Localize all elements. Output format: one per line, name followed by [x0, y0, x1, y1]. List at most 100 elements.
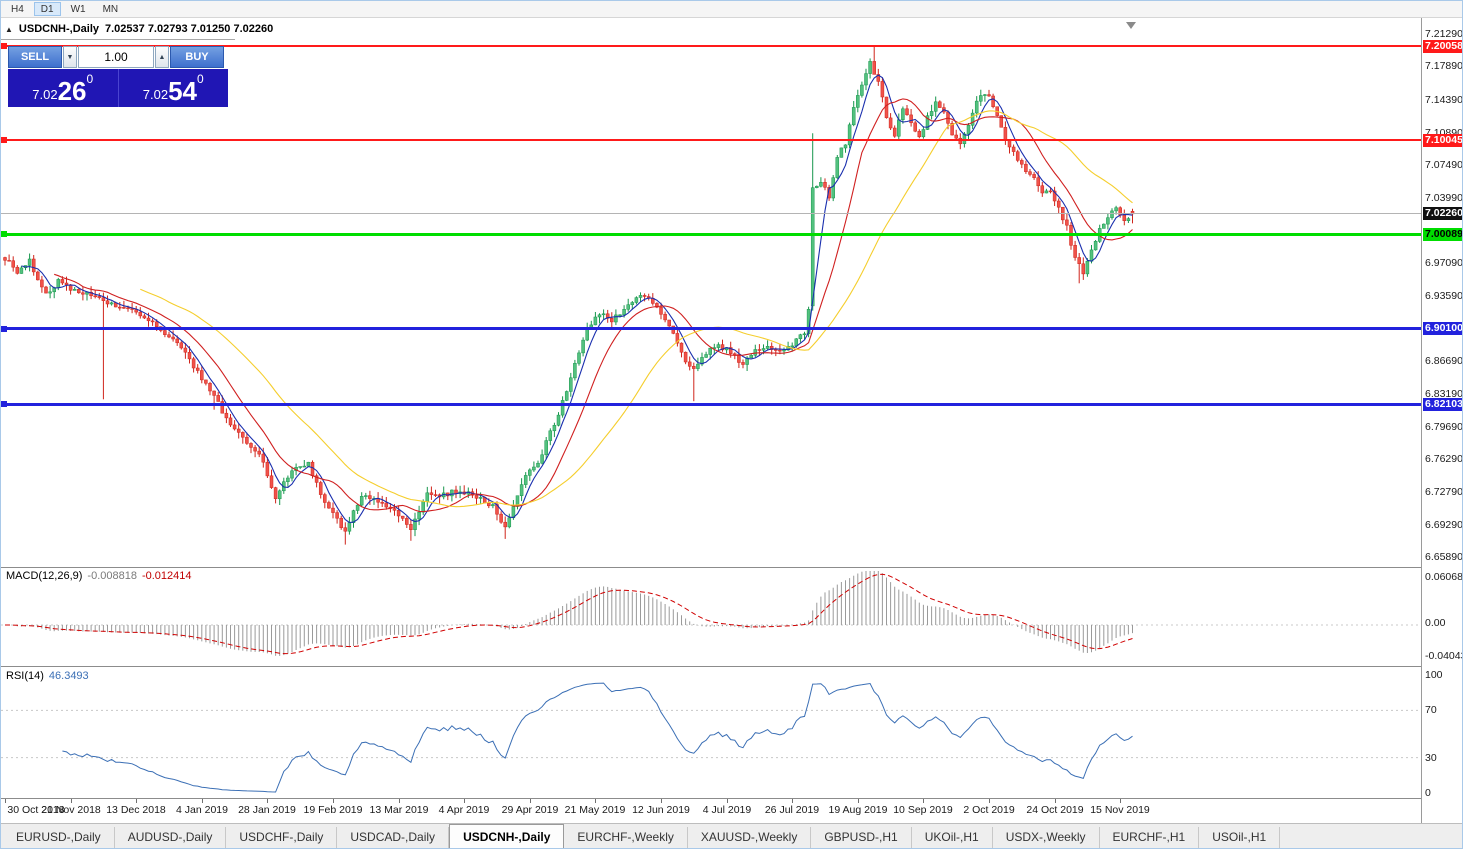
macd-panel-splitter[interactable]: [1, 567, 1462, 568]
macd-main-value: -0.008818: [87, 570, 137, 582]
buy-price-display[interactable]: 7.02 54 0: [117, 69, 228, 107]
time-axis[interactable]: 30 Oct 2018 21 Nov 2018 13 Dec 2018 4 Jan 2…: [1, 799, 1462, 823]
macd-histogram: [12, 571, 1133, 656]
price-line-badge[interactable]: 6.90100: [1423, 322, 1463, 336]
price-horizontal-line[interactable]: [1, 45, 1421, 47]
time-tick-label: 12 Jun 2019: [632, 804, 690, 816]
time-tick-mark: [792, 799, 793, 803]
time-tick-mark: [5, 799, 6, 803]
time-tick-mark: [267, 799, 268, 803]
price-tick-label: 7.07490: [1425, 158, 1463, 171]
sell-button[interactable]: SELL: [8, 46, 62, 68]
price-tick-label: 7.14390: [1425, 93, 1463, 106]
buy-price-point: 0: [197, 72, 204, 86]
time-tick-mark: [136, 799, 137, 803]
time-tick-mark: [923, 799, 924, 803]
macd-axis-label: 0.060687: [1425, 571, 1463, 583]
chart-tab-usdchfdaily[interactable]: USDCHF-,Daily: [226, 827, 338, 848]
rsi-line: [62, 682, 1133, 793]
chart-tab-usdxweekly[interactable]: USDX-,Weekly: [993, 827, 1100, 848]
price-line-badge[interactable]: 7.02260: [1423, 207, 1463, 221]
chart-tab-gbpusdh1[interactable]: GBPUSD-,H1: [811, 827, 912, 848]
time-tick-mark: [858, 799, 859, 803]
buy-button[interactable]: BUY: [170, 46, 224, 68]
chart-tab-eurusddaily[interactable]: EURUSD-,Daily: [3, 827, 115, 848]
sell-price-pips: 26: [57, 76, 87, 106]
time-tick-mark: [989, 799, 990, 803]
buy-price-main: 7.02: [142, 87, 169, 102]
chart-tab-usdcnhdaily[interactable]: USDCNH-,Daily: [449, 824, 565, 848]
time-tick-label: 4 Apr 2019: [438, 804, 490, 816]
price-tick-label: 6.93590: [1425, 289, 1463, 302]
rsi-label: RSI(14) 46.3493: [6, 670, 89, 682]
price-horizontal-line[interactable]: [1, 327, 1421, 331]
time-tick-mark: [202, 799, 203, 803]
time-tick-label: 29 Apr 2019: [501, 804, 559, 816]
price-tick-label: 6.65890: [1425, 550, 1463, 563]
price-tick-label: 6.76290: [1425, 452, 1463, 465]
collapse-window-icon[interactable]: ▲: [5, 24, 13, 34]
timeframe-toolbar: H4 D1 W1 MN: [1, 1, 1462, 18]
macd-chart-surface[interactable]: [1, 568, 1421, 666]
chart-tab-usdcaddaily[interactable]: USDCAD-,Daily: [337, 827, 450, 848]
chart-tab-eurchfweekly[interactable]: EURCHF-,Weekly: [564, 827, 688, 848]
price-axis[interactable]: 7.21290 7.17890 7.14390 7.10890 7.07490 7.039…: [1421, 18, 1463, 823]
timeframe-button-mn[interactable]: MN: [102, 4, 119, 15]
chart-tab-bar: EURUSD-,Daily AUDUSD-,Daily USDCHF-,Daily U…: [1, 823, 1462, 848]
time-tick-label: 4 Jan 2019: [176, 804, 228, 816]
chart-shift-triangle-icon[interactable]: [1126, 22, 1136, 29]
rsi-name: RSI(14): [6, 670, 44, 682]
time-tick-label: 19 Aug 2019: [828, 804, 888, 816]
chart-tab-usoilh1[interactable]: USOil-,H1: [1199, 827, 1281, 848]
price-line-badge[interactable]: 6.82103: [1423, 397, 1463, 411]
price-tick-label: 6.72790: [1425, 485, 1463, 498]
hline-left-marker: [1, 43, 7, 49]
price-tick-label: 7.21290: [1425, 28, 1463, 41]
time-tick-mark: [727, 799, 728, 803]
price-tick-label: 7.03990: [1425, 191, 1463, 204]
sell-price-display[interactable]: 7.02 26 0: [8, 69, 118, 107]
rsi-value: 46.3493: [48, 670, 89, 682]
price-horizontal-line[interactable]: [1, 139, 1421, 142]
price-horizontal-line[interactable]: [1, 213, 1421, 215]
price-tick-label: 6.79690: [1425, 420, 1463, 433]
volume-input[interactable]: [78, 46, 154, 68]
time-tick-label: 28 Jan 2019: [238, 804, 296, 816]
time-tick-label: 19 Feb 2019: [303, 804, 363, 816]
chart-ohlc-readout: 7.02537 7.02793 7.01250 7.02260: [105, 23, 274, 35]
rsi-chart-surface[interactable]: [1, 667, 1421, 798]
timeframe-button-h4[interactable]: H4: [11, 4, 24, 15]
header-divider: [1, 39, 235, 40]
hline-left-marker: [1, 325, 7, 332]
price-horizontal-line[interactable]: [1, 232, 1421, 236]
price-line-badge[interactable]: 7.00089: [1423, 227, 1463, 241]
main-price-chart-surface[interactable]: [1, 18, 1421, 567]
rsi-panel-splitter[interactable]: [1, 666, 1462, 667]
chart-tab-ukoilh1[interactable]: UKOil-,H1: [912, 827, 993, 848]
moving-average-13-line: [54, 98, 1133, 513]
time-tick-mark: [1055, 799, 1056, 803]
time-tick-mark: [661, 799, 662, 803]
chart-tab-eurchfh1[interactable]: EURCHF-,H1: [1100, 827, 1200, 848]
timeframe-button-w1[interactable]: W1: [70, 4, 86, 15]
time-tick-label: 21 May 2019: [564, 804, 626, 816]
time-axis-divider: [1, 798, 1462, 799]
chart-tab-xauusdweekly[interactable]: XAUUSD-,Weekly: [688, 827, 812, 848]
one-click-trading-panel: SELL ▼ ▲ BUY 7.02 26 0 7.02 54 0: [8, 46, 228, 107]
time-tick-label: 13 Dec 2018: [106, 804, 166, 816]
price-horizontal-line[interactable]: [1, 402, 1421, 406]
chart-header: ▲ USDCNH-,Daily 7.02537 7.02793 7.01250 …: [5, 23, 273, 35]
hline-left-marker: [1, 401, 7, 407]
timeframe-button-group: H4 D1 W1 MN: [4, 2, 125, 16]
sell-price-main: 7.02: [32, 87, 58, 102]
time-tick-label: 26 Jul 2019: [764, 804, 820, 816]
time-tick-label: 2 Oct 2019: [963, 804, 1015, 816]
price-line-badge[interactable]: 7.10045: [1423, 133, 1463, 147]
macd-axis-label: -0.040432: [1425, 650, 1462, 662]
volume-increase-button[interactable]: ▲: [155, 46, 169, 68]
price-line-badge[interactable]: 7.20058: [1423, 39, 1463, 53]
chart-tab-audusddaily[interactable]: AUDUSD-,Daily: [115, 827, 227, 848]
volume-decrease-button[interactable]: ▼: [63, 46, 77, 68]
timeframe-button-d1[interactable]: D1: [33, 2, 61, 16]
